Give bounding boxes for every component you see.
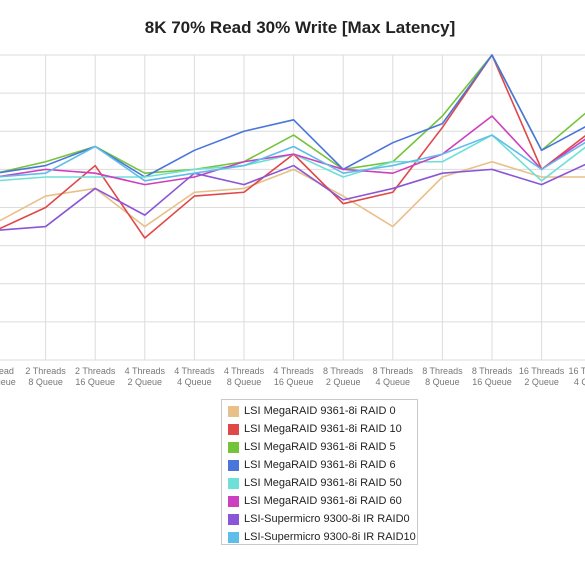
x-tick-label: 8 Queue [28, 377, 63, 387]
legend-label: LSI MegaRAID 9361-8i RAID 60 [244, 495, 402, 507]
legend-label: LSI-Supermicro 9300-8i IR RAID0 [244, 513, 410, 525]
legend-label: LSI MegaRAID 9361-8i RAID 5 [244, 441, 396, 453]
x-tick-label: 4 Threads [174, 366, 215, 376]
chart-legend: LSI MegaRAID 9361-8i RAID 0 LSI MegaRAID … [221, 399, 418, 545]
legend-label: LSI MegaRAID 9361-8i RAID 6 [244, 459, 396, 471]
x-tick-label: 2 Threads [75, 366, 116, 376]
x-tick-label: 8 Threads [323, 366, 364, 376]
series-line-7 [0, 134, 585, 182]
x-tick-label: 4 Threads [273, 366, 314, 376]
series-lines [0, 54, 585, 239]
legend-item[interactable]: LSI MegaRAID 9361-8i RAID 50 [228, 474, 417, 492]
x-tick-label: 16 Threads [569, 366, 585, 376]
legend-item[interactable]: LSI MegaRAID 9361-8i RAID 60 [228, 492, 417, 510]
legend-item[interactable]: LSI MegaRAID 9361-8i RAID 0 [228, 402, 417, 420]
x-tick-label: 8 Threads [472, 366, 513, 376]
x-tick-label: 2 Queue [326, 377, 361, 387]
legend-label: LSI MegaRAID 9361-8i RAID 10 [244, 423, 402, 435]
x-tick-label: 4 Threads [125, 366, 166, 376]
x-tick-label: 8 Threads [373, 366, 414, 376]
grid-lines [0, 54, 585, 361]
series-line-6 [0, 163, 585, 231]
legend-item[interactable]: LSI MegaRAID 9361-8i RAID 5 [228, 438, 417, 456]
x-tick-label: 4 Threads [224, 366, 265, 376]
legend-swatch [228, 477, 239, 489]
x-tick-label: 2 Queue [128, 377, 163, 387]
x-tick-label: 4 Queue [376, 377, 411, 387]
x-tick-label: 8 Threads [422, 366, 463, 376]
legend-swatch [228, 495, 239, 507]
legend-label: LSI-Supermicro 9300-8i IR RAID10 [244, 531, 416, 543]
legend-item[interactable]: LSI-Supermicro 9300-8i IR RAID10 [228, 528, 417, 546]
series-line-3 [0, 54, 585, 178]
x-tick-label: 4 Queue [574, 377, 585, 387]
x-tick-label: 1 Thread [0, 366, 14, 376]
x-tick-label: 8 Queue [425, 377, 460, 387]
legend-swatch [228, 531, 239, 543]
x-tick-label: 2 Queue [524, 377, 559, 387]
legend-item[interactable]: LSI MegaRAID 9361-8i RAID 10 [228, 420, 417, 438]
x-tick-label: 8 Queue [227, 377, 262, 387]
x-tick-label: 4 Queue [177, 377, 212, 387]
x-tick-label: 16 Queue [0, 377, 16, 387]
x-tick-label: 2 Threads [25, 366, 66, 376]
x-tick-label: 16 Queue [75, 377, 115, 387]
legend-item[interactable]: LSI-Supermicro 9300-8i IR RAID0 [228, 510, 417, 528]
legend-swatch [228, 405, 239, 417]
legend-swatch [228, 513, 239, 525]
legend-label: LSI MegaRAID 9361-8i RAID 50 [244, 477, 402, 489]
x-tick-label: 16 Queue [274, 377, 314, 387]
x-tick-label: 16 Threads [519, 366, 565, 376]
series-line-4 [0, 134, 585, 182]
legend-swatch [228, 423, 239, 435]
legend-swatch [228, 441, 239, 453]
legend-item[interactable]: LSI MegaRAID 9361-8i RAID 6 [228, 456, 417, 474]
chart-title: 8K 70% Read 30% Write [Max Latency] [144, 18, 456, 37]
x-tick-label: 16 Queue [472, 377, 512, 387]
legend-label: LSI MegaRAID 9361-8i RAID 0 [244, 405, 396, 417]
series-line-5 [0, 115, 585, 186]
legend-swatch [228, 459, 239, 471]
